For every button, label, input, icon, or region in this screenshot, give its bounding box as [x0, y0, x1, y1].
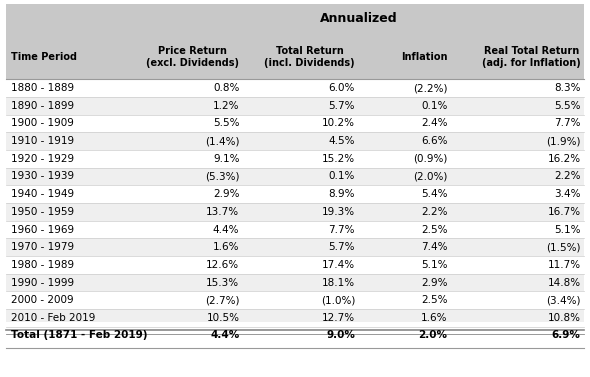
Text: 5.1%: 5.1%	[554, 225, 581, 234]
Text: Time Period: Time Period	[11, 52, 77, 62]
Text: 1890 - 1899: 1890 - 1899	[11, 101, 74, 111]
Bar	[6, 97, 584, 115]
Text: 1930 - 1939: 1930 - 1939	[11, 172, 74, 181]
Text: 5.4%: 5.4%	[421, 189, 448, 199]
Text: (0.9%): (0.9%)	[413, 154, 448, 164]
Text: 2.5%: 2.5%	[421, 295, 448, 305]
Text: 12.6%: 12.6%	[206, 260, 240, 270]
Text: (2.2%): (2.2%)	[413, 83, 448, 93]
Bar	[6, 168, 584, 185]
Text: 0.8%: 0.8%	[213, 83, 240, 93]
Text: 15.2%: 15.2%	[322, 154, 355, 164]
Text: 2.9%: 2.9%	[421, 277, 448, 288]
Text: 14.8%: 14.8%	[548, 277, 581, 288]
Text: 1900 - 1909: 1900 - 1909	[11, 118, 74, 129]
Text: 5.5%: 5.5%	[213, 118, 240, 129]
Text: (1.9%): (1.9%)	[546, 136, 581, 146]
Text: (2.0%): (2.0%)	[413, 172, 448, 181]
Text: 1.6%: 1.6%	[213, 242, 240, 252]
Text: 1.6%: 1.6%	[421, 313, 448, 323]
Text: 15.3%: 15.3%	[206, 277, 240, 288]
Text: 12.7%: 12.7%	[322, 313, 355, 323]
Text: 0.1%: 0.1%	[329, 172, 355, 181]
Text: 2000 - 2009: 2000 - 2009	[11, 295, 73, 305]
Text: Total (1871 - Feb 2019): Total (1871 - Feb 2019)	[11, 330, 147, 340]
Bar	[6, 256, 584, 274]
Text: 16.2%: 16.2%	[548, 154, 581, 164]
Text: 9.1%: 9.1%	[213, 154, 240, 164]
Text: 11.7%: 11.7%	[548, 260, 581, 270]
Text: 2.9%: 2.9%	[213, 189, 240, 199]
Text: Annualized: Annualized	[320, 12, 398, 25]
Bar	[6, 238, 584, 256]
Text: 5.7%: 5.7%	[329, 101, 355, 111]
Text: 10.2%: 10.2%	[322, 118, 355, 129]
Text: 5.1%: 5.1%	[421, 260, 448, 270]
Text: 1950 - 1959: 1950 - 1959	[11, 207, 74, 217]
Bar	[6, 79, 584, 97]
Text: 13.7%: 13.7%	[206, 207, 240, 217]
Bar	[6, 35, 584, 79]
Bar	[6, 274, 584, 291]
Bar	[6, 309, 584, 327]
Text: 1960 - 1969: 1960 - 1969	[11, 225, 74, 234]
Bar	[6, 203, 584, 221]
Text: Real Total Return
(adj. for Inflation): Real Total Return (adj. for Inflation)	[482, 46, 581, 68]
Text: 6.0%: 6.0%	[329, 83, 355, 93]
Text: 10.8%: 10.8%	[548, 313, 581, 323]
Text: 8.9%: 8.9%	[329, 189, 355, 199]
Text: 4.5%: 4.5%	[329, 136, 355, 146]
Text: (1.0%): (1.0%)	[321, 295, 355, 305]
Text: 1990 - 1999: 1990 - 1999	[11, 277, 74, 288]
Text: 6.6%: 6.6%	[421, 136, 448, 146]
Bar	[6, 185, 584, 203]
Text: 2.4%: 2.4%	[421, 118, 448, 129]
Text: 17.4%: 17.4%	[322, 260, 355, 270]
Text: 18.1%: 18.1%	[322, 277, 355, 288]
Text: 8.3%: 8.3%	[554, 83, 581, 93]
Text: 4.4%: 4.4%	[213, 225, 240, 234]
Text: 3.4%: 3.4%	[554, 189, 581, 199]
Text: 5.7%: 5.7%	[329, 242, 355, 252]
Text: 1880 - 1889: 1880 - 1889	[11, 83, 74, 93]
Text: 5.5%: 5.5%	[554, 101, 581, 111]
Text: 0.1%: 0.1%	[421, 101, 448, 111]
Bar	[6, 322, 584, 348]
Text: 4.4%: 4.4%	[210, 330, 240, 340]
Text: 2.0%: 2.0%	[418, 330, 448, 340]
Text: 6.9%: 6.9%	[552, 330, 581, 340]
Text: 19.3%: 19.3%	[322, 207, 355, 217]
Text: 2.2%: 2.2%	[554, 172, 581, 181]
Text: 7.4%: 7.4%	[421, 242, 448, 252]
Text: (1.4%): (1.4%)	[205, 136, 240, 146]
Text: (2.7%): (2.7%)	[205, 295, 240, 305]
Bar	[6, 221, 584, 238]
Text: 2.5%: 2.5%	[421, 225, 448, 234]
Text: (1.5%): (1.5%)	[546, 242, 581, 252]
Bar	[6, 291, 584, 309]
Text: 2010 - Feb 2019: 2010 - Feb 2019	[11, 313, 95, 323]
Bar	[6, 132, 584, 150]
Text: 1920 - 1929: 1920 - 1929	[11, 154, 74, 164]
Text: Price Return
(excl. Dividends): Price Return (excl. Dividends)	[146, 46, 240, 68]
Text: 10.5%: 10.5%	[206, 313, 240, 323]
Text: 1970 - 1979: 1970 - 1979	[11, 242, 74, 252]
Bar	[6, 150, 584, 168]
Text: 1940 - 1949: 1940 - 1949	[11, 189, 74, 199]
Text: 2.2%: 2.2%	[421, 207, 448, 217]
Text: 16.7%: 16.7%	[548, 207, 581, 217]
Text: 1.2%: 1.2%	[213, 101, 240, 111]
Text: (5.3%): (5.3%)	[205, 172, 240, 181]
Text: 7.7%: 7.7%	[329, 225, 355, 234]
Text: Total Return
(incl. Dividends): Total Return (incl. Dividends)	[264, 46, 355, 68]
Text: (3.4%): (3.4%)	[546, 295, 581, 305]
Text: 1980 - 1989: 1980 - 1989	[11, 260, 74, 270]
Text: 1910 - 1919: 1910 - 1919	[11, 136, 74, 146]
Bar	[6, 115, 584, 132]
Text: 9.0%: 9.0%	[326, 330, 355, 340]
Bar	[6, 4, 584, 35]
Text: 7.7%: 7.7%	[554, 118, 581, 129]
Text: Inflation: Inflation	[401, 52, 448, 62]
